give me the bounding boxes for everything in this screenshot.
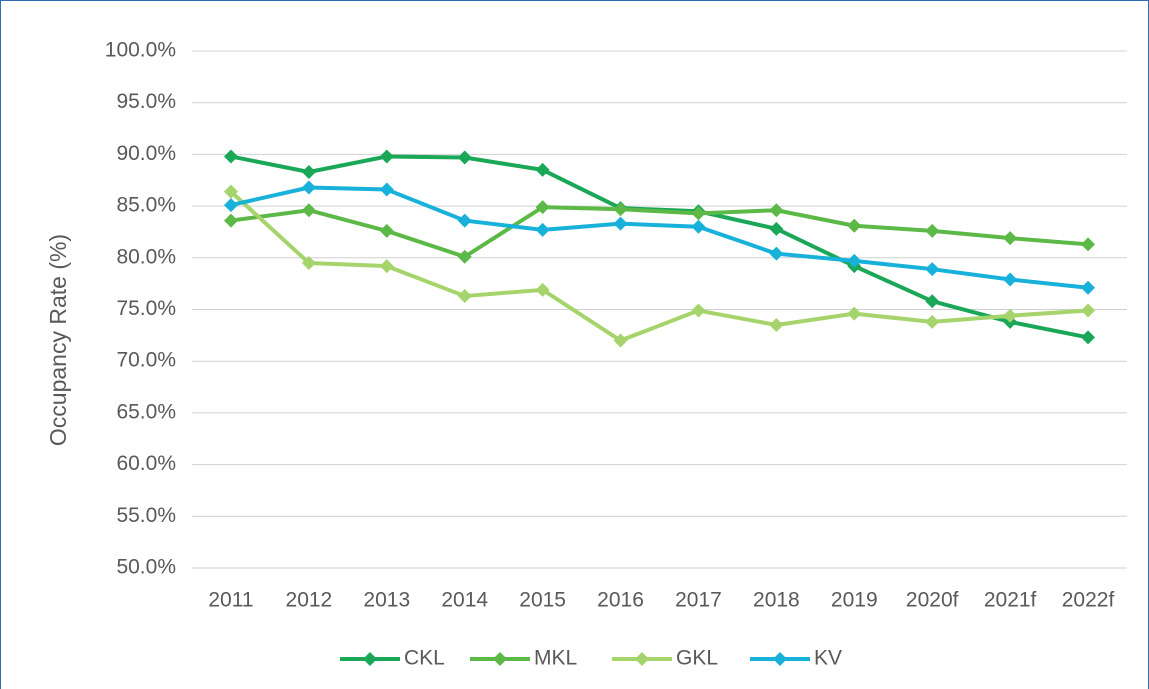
y-tick-label: 80.0% xyxy=(116,245,176,268)
series-line xyxy=(229,190,1089,343)
x-tick-label: 2012 xyxy=(286,589,333,612)
y-tick-label: 60.0% xyxy=(116,452,176,475)
point-marker xyxy=(379,223,394,238)
point-marker xyxy=(691,206,706,221)
y-tick-label: 85.0% xyxy=(116,194,176,217)
legend-label: GKL xyxy=(676,647,718,670)
point-marker xyxy=(769,318,784,333)
point-marker xyxy=(457,150,472,165)
point-marker xyxy=(457,289,472,304)
point-marker xyxy=(769,221,784,236)
point-marker xyxy=(223,198,238,213)
point-marker xyxy=(691,219,706,234)
point-marker xyxy=(223,213,238,228)
x-tick-label: 2016 xyxy=(597,589,644,612)
point-marker xyxy=(1003,231,1018,246)
point-marker xyxy=(457,213,472,228)
legend-label: MKL xyxy=(534,647,577,670)
point-marker xyxy=(1003,272,1018,287)
point-marker xyxy=(1081,237,1096,252)
point-marker xyxy=(613,333,628,348)
point-marker xyxy=(223,149,238,164)
x-tick-label: 2022f xyxy=(1062,589,1115,612)
point-marker xyxy=(925,223,940,238)
y-tick-label: 70.0% xyxy=(116,349,176,372)
point-marker xyxy=(535,162,550,177)
point-marker xyxy=(535,282,550,297)
legend-marker xyxy=(773,652,787,666)
legend-marker xyxy=(635,652,649,666)
x-tick-label: 2011 xyxy=(208,589,253,612)
point-marker xyxy=(535,222,550,237)
point-marker xyxy=(925,294,940,309)
y-tick-label: 90.0% xyxy=(116,142,176,165)
point-marker xyxy=(925,314,940,329)
y-tick-label: 75.0% xyxy=(116,297,176,320)
point-marker xyxy=(613,216,628,231)
y-tick-label: 55.0% xyxy=(116,504,176,527)
point-marker xyxy=(379,149,394,164)
x-tick-label: 2021f xyxy=(984,589,1037,612)
y-axis-label: Occupancy Rate (%) xyxy=(45,234,71,446)
x-tick-label: 2013 xyxy=(363,589,410,612)
y-tick-label: 100.0% xyxy=(105,39,176,62)
point-marker xyxy=(1081,280,1096,295)
legend-marker xyxy=(493,652,507,666)
legend-label: CKL xyxy=(404,647,445,670)
y-tick-label: 50.0% xyxy=(116,556,176,579)
y-tick-label: 65.0% xyxy=(116,400,176,423)
series-line xyxy=(230,205,1089,259)
point-marker xyxy=(1003,308,1018,323)
point-marker xyxy=(223,184,238,199)
y-tick-label: 95.0% xyxy=(116,90,176,113)
point-marker xyxy=(1081,330,1096,345)
point-marker xyxy=(847,306,862,321)
x-tick-label: 2017 xyxy=(675,589,722,612)
point-marker xyxy=(379,182,394,197)
series-line xyxy=(230,154,1089,340)
point-marker xyxy=(691,303,706,318)
point-marker xyxy=(613,202,628,217)
series-line xyxy=(230,185,1089,290)
point-marker xyxy=(769,203,784,218)
legend-marker xyxy=(363,652,377,666)
point-marker xyxy=(1081,303,1096,318)
point-marker xyxy=(457,249,472,264)
point-marker xyxy=(379,259,394,274)
x-tick-label: 2015 xyxy=(519,589,566,612)
point-marker xyxy=(301,180,316,195)
x-tick-label: 2020f xyxy=(906,589,959,612)
legend-label: KV xyxy=(814,647,842,670)
point-marker xyxy=(925,262,940,277)
point-marker xyxy=(301,164,316,179)
x-tick-label: 2019 xyxy=(831,589,878,612)
x-tick-label: 2018 xyxy=(753,589,800,612)
point-marker xyxy=(769,246,784,261)
x-tick-label: 2014 xyxy=(441,589,488,612)
point-marker xyxy=(535,200,550,215)
point-marker xyxy=(301,255,316,270)
point-marker xyxy=(301,203,316,218)
point-marker xyxy=(847,218,862,233)
point-marker xyxy=(847,253,862,268)
